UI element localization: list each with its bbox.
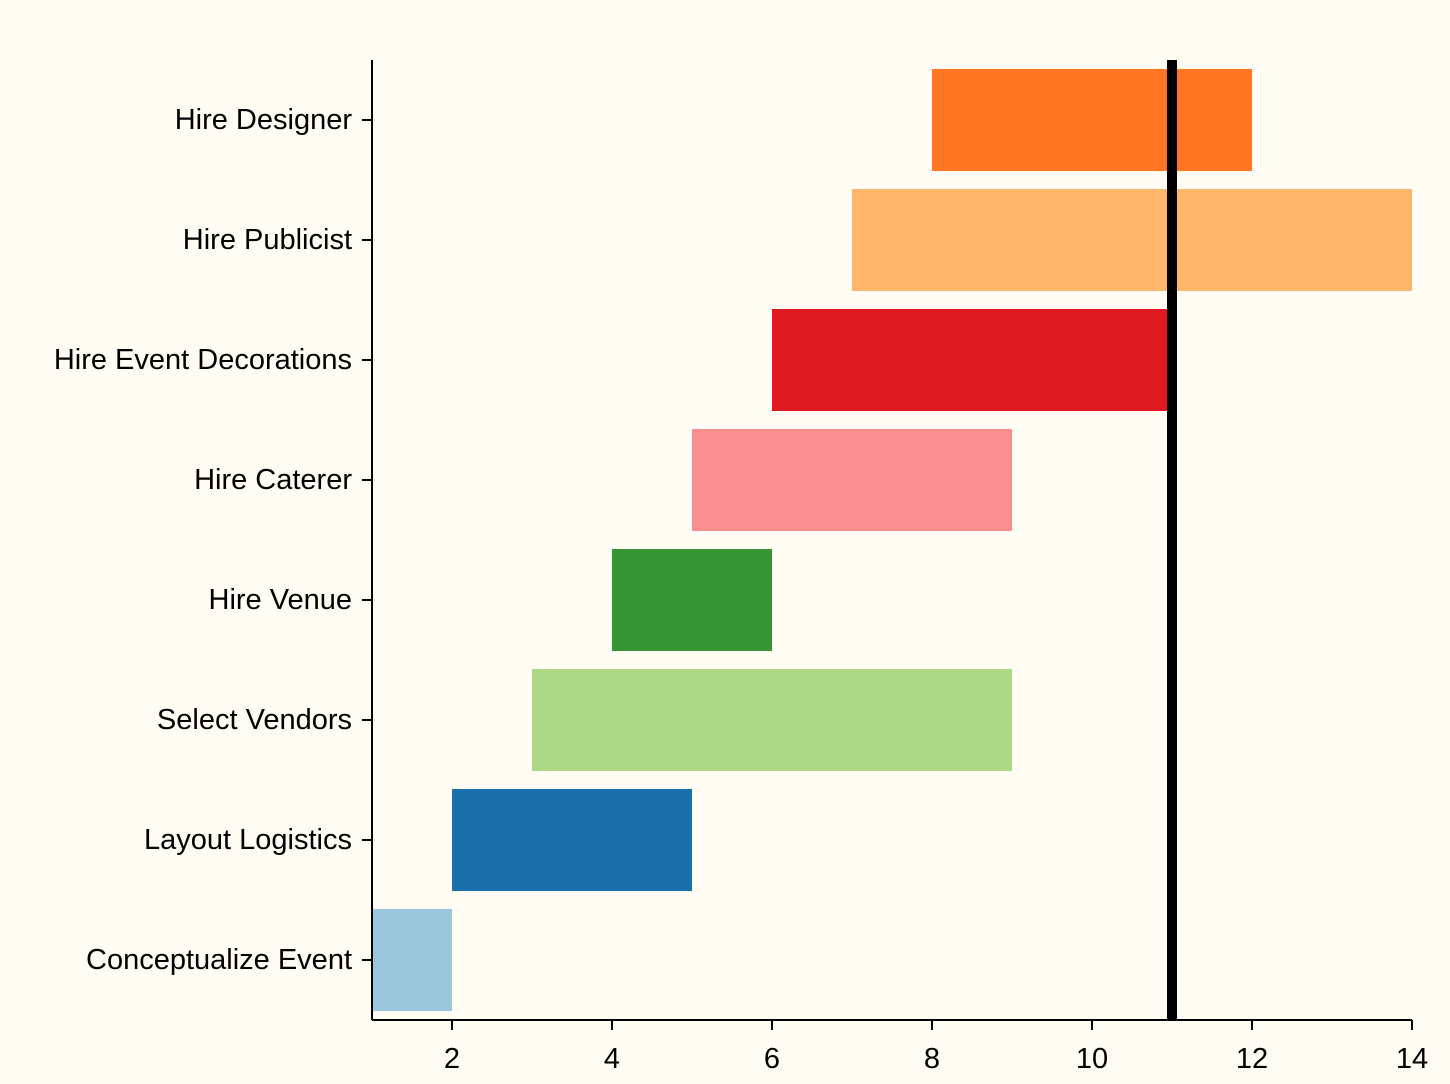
task-bar <box>452 789 692 891</box>
y-tick-label: Select Vendors <box>157 704 352 736</box>
y-tick-label: Hire Designer <box>175 104 353 136</box>
x-tick-label: 4 <box>604 1043 620 1075</box>
y-tick-label: Hire Venue <box>209 584 353 616</box>
task-bar <box>772 309 1172 411</box>
task-bar <box>532 669 1012 771</box>
y-tick-label: Layout Logistics <box>144 824 352 856</box>
x-tick-label: 14 <box>1396 1043 1428 1075</box>
task-bar <box>852 189 1412 291</box>
x-tick-label: 6 <box>764 1043 780 1075</box>
task-bar <box>372 909 452 1011</box>
x-tick-label: 2 <box>444 1043 460 1075</box>
y-tick-label: Hire Event Decorations <box>54 344 352 376</box>
x-tick-label: 8 <box>924 1043 940 1075</box>
y-tick-label: Conceptualize Event <box>86 944 352 976</box>
task-bar <box>692 429 1012 531</box>
bars-layer <box>372 69 1412 1011</box>
x-tick-label: 12 <box>1236 1043 1268 1075</box>
y-tick-label: Hire Caterer <box>194 464 352 496</box>
x-tick-label: 10 <box>1076 1043 1108 1075</box>
task-bar <box>612 549 772 651</box>
axes-layer: Conceptualize Event Layout Logistics Selec… <box>54 60 1428 1075</box>
task-bar <box>932 69 1252 171</box>
y-tick-label: Hire Publicist <box>183 224 352 256</box>
